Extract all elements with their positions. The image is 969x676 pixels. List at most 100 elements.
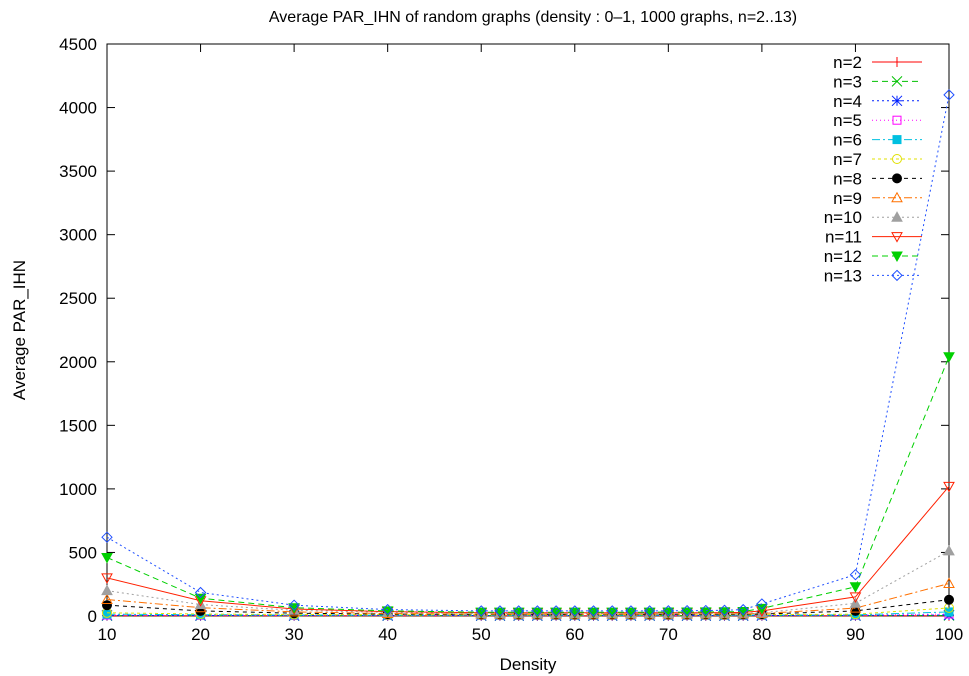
legend-marker <box>892 57 902 67</box>
data-point <box>849 568 862 581</box>
series-line <box>106 94 950 612</box>
data-point <box>101 573 113 584</box>
data-point <box>737 603 749 616</box>
legend-label: n=3 <box>833 72 862 91</box>
legend-label: n=9 <box>833 189 862 208</box>
data-point <box>101 593 113 604</box>
data-point <box>756 598 768 610</box>
legend-marker <box>891 232 903 243</box>
legend-marker <box>891 269 903 282</box>
data-point <box>102 600 112 611</box>
series-line <box>106 485 950 614</box>
plot-frame <box>106 43 950 617</box>
data-point <box>700 604 712 617</box>
y-tick-label: 2500 <box>59 289 97 308</box>
y-tick-label: 2000 <box>59 353 97 372</box>
legend-label: n=10 <box>824 208 862 227</box>
data-point <box>381 606 394 617</box>
data-point <box>475 605 487 617</box>
series-group <box>101 89 955 621</box>
legend-label: n=6 <box>833 131 862 150</box>
legend-label: n=11 <box>825 228 862 247</box>
x-tick-label: 80 <box>752 625 771 644</box>
y-tick-label: 1500 <box>59 416 97 435</box>
y-axis-title: Average PAR_IHN <box>10 260 29 400</box>
data-point <box>101 531 113 543</box>
y-tick-label: 3500 <box>59 162 97 181</box>
data-point <box>606 607 619 619</box>
legend-item: n=6 <box>833 131 922 150</box>
legend-label: n=8 <box>833 169 862 188</box>
series-n-13 <box>101 89 955 617</box>
legend-item: n=5 <box>833 111 922 130</box>
x-tick-label: 60 <box>565 625 584 644</box>
data-point <box>194 586 207 599</box>
data-point <box>550 607 562 619</box>
data-point <box>606 605 618 617</box>
y-tick-label: 1000 <box>59 480 97 499</box>
data-point <box>662 605 675 617</box>
x-axis-title: Density <box>500 655 557 674</box>
legend-marker <box>891 191 903 203</box>
data-point <box>943 89 955 101</box>
x-tick-label: 100 <box>935 625 963 644</box>
legend-marker <box>892 173 902 184</box>
y-tick-label: 3000 <box>59 226 97 245</box>
data-point <box>943 544 955 556</box>
legend-item: n=2 <box>833 53 922 72</box>
x-tick-label: 90 <box>846 625 865 644</box>
legend-item: n=12 <box>824 247 922 266</box>
legend-item: n=10 <box>824 208 922 227</box>
legend-item: n=7 <box>833 150 922 169</box>
legend-item: n=13 <box>824 266 922 285</box>
data-point <box>587 605 600 617</box>
series-n-11 <box>101 481 955 619</box>
legend-marker <box>892 154 902 164</box>
series-line <box>106 356 950 613</box>
data-point <box>625 607 637 619</box>
legend-marker <box>892 135 902 145</box>
data-point <box>943 481 955 493</box>
data-point <box>943 352 955 363</box>
legend-item: n=8 <box>833 169 922 188</box>
data-point <box>512 605 525 617</box>
legend-label: n=5 <box>833 111 862 130</box>
data-point <box>662 607 675 619</box>
data-point <box>569 605 581 617</box>
legend-item: n=3 <box>833 72 922 91</box>
data-point <box>849 582 862 593</box>
series-line <box>106 550 950 614</box>
legend-label: n=7 <box>833 150 862 169</box>
legend: n=2n=3n=4n=5n=6n=7n=8n=9n=10n=11n=12n=13 <box>824 53 922 285</box>
legend-item: n=9 <box>833 189 922 208</box>
legend-item: n=4 <box>833 92 922 111</box>
series-n-10 <box>101 544 955 618</box>
data-point <box>101 553 113 564</box>
x-tick-label: 10 <box>98 625 117 644</box>
chart-title: Average PAR_IHN of random graphs (densit… <box>269 9 797 26</box>
x-tick-label: 40 <box>378 625 397 644</box>
legend-label: n=4 <box>833 92 862 111</box>
data-point <box>944 594 954 605</box>
x-tick-label: 20 <box>191 625 210 644</box>
data-point <box>643 605 656 617</box>
legend-marker <box>892 115 902 125</box>
axis-ticks: 10 20 30 40 50 60 70 80 90 1000500100015002000250… <box>59 35 963 644</box>
legend-marker <box>891 251 903 263</box>
x-tick-label: 30 <box>285 625 304 644</box>
legend-marker <box>891 95 903 107</box>
series-line <box>106 583 950 615</box>
y-tick-label: 4000 <box>59 99 97 118</box>
x-tick-label: 70 <box>659 625 678 644</box>
data-point <box>194 593 207 605</box>
data-point <box>101 584 113 596</box>
data-point <box>718 604 731 616</box>
y-tick-label: 500 <box>69 543 97 562</box>
data-point <box>625 605 637 617</box>
legend-label: n=2 <box>833 53 862 72</box>
data-point <box>475 607 488 619</box>
data-point <box>943 577 955 588</box>
series-n-12 <box>101 352 955 619</box>
